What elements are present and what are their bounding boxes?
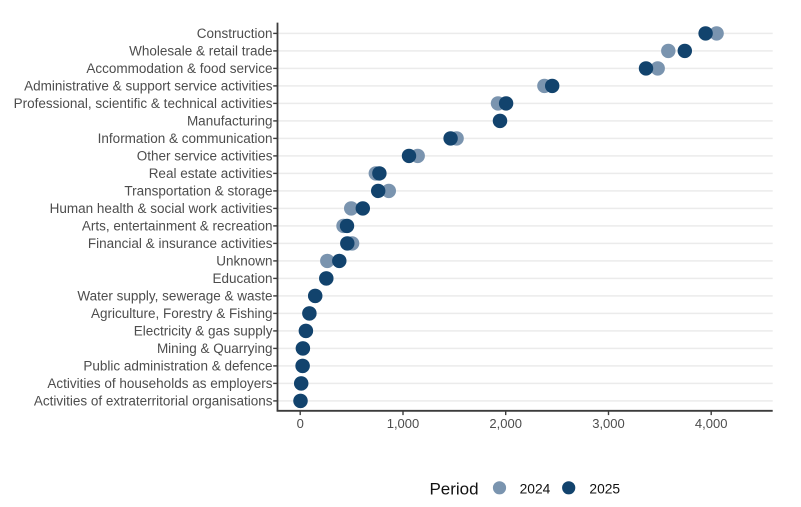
- svg-text:Construction: Construction: [197, 26, 273, 41]
- svg-text:Unknown: Unknown: [216, 254, 272, 269]
- svg-text:Wholesale & retail trade: Wholesale & retail trade: [129, 44, 272, 59]
- svg-text:Activities of households as em: Activities of households as employers: [47, 376, 272, 391]
- svg-text:Mining & Quarrying: Mining & Quarrying: [157, 341, 273, 356]
- svg-text:Transportation & storage: Transportation & storage: [124, 184, 272, 199]
- svg-text:Information & communication: Information & communication: [98, 131, 273, 146]
- svg-text:Period: Period: [429, 480, 478, 499]
- svg-text:0: 0: [297, 416, 304, 431]
- svg-text:Human health & social work act: Human health & social work activities: [50, 201, 273, 216]
- svg-text:Accommodation & food service: Accommodation & food service: [86, 61, 272, 76]
- svg-text:3,000: 3,000: [592, 416, 625, 431]
- svg-text:4,000: 4,000: [695, 416, 728, 431]
- svg-text:Financial & insurance activiti: Financial & insurance activities: [88, 236, 273, 251]
- svg-text:Water supply, sewerage & waste: Water supply, sewerage & waste: [77, 289, 272, 304]
- svg-text:Other service activities: Other service activities: [137, 149, 273, 164]
- svg-text:Professional, scientific & tec: Professional, scientific & technical act…: [14, 96, 273, 111]
- svg-text:Activities of extraterritorial: Activities of extraterritorial organisat…: [34, 394, 273, 409]
- svg-text:Electricity & gas supply: Electricity & gas supply: [134, 324, 273, 339]
- svg-text:Public administration & defenc: Public administration & defence: [83, 359, 272, 374]
- svg-text:Administrative & support servi: Administrative & support service activit…: [24, 79, 273, 94]
- svg-text:Education: Education: [212, 271, 272, 286]
- svg-text:Agriculture, Forestry & Fishin: Agriculture, Forestry & Fishing: [91, 306, 273, 321]
- svg-text:Manufacturing: Manufacturing: [187, 114, 273, 129]
- svg-text:Real estate activities: Real estate activities: [149, 166, 273, 181]
- svg-text:2024: 2024: [520, 481, 551, 496]
- svg-text:Arts, entertainment & recreati: Arts, entertainment & recreation: [82, 219, 273, 234]
- svg-text:2,000: 2,000: [489, 416, 522, 431]
- svg-text:1,000: 1,000: [387, 416, 420, 431]
- svg-text:2025: 2025: [589, 481, 620, 496]
